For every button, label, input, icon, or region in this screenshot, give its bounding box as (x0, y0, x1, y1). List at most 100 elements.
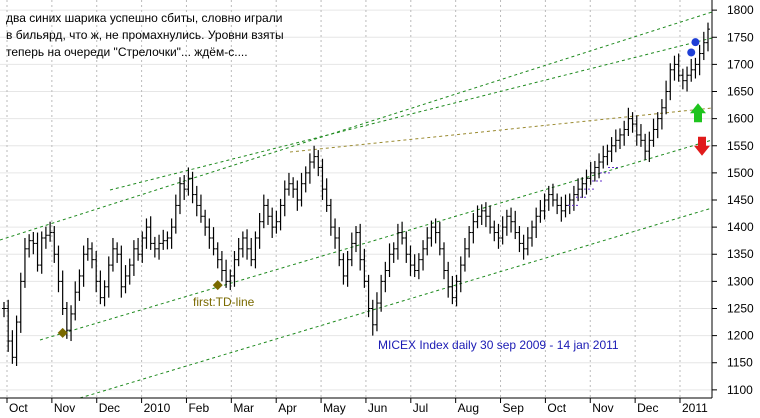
price-bar (626, 107, 631, 136)
price-bar (597, 153, 602, 179)
level-steps (568, 166, 620, 206)
price-bar (173, 194, 178, 234)
annotation-text: два синих шарика успешно сбиты, словно и… (6, 11, 284, 59)
price-bar (69, 305, 74, 342)
x-tick-label: Aug (458, 401, 479, 415)
channel-line (109, 37, 713, 191)
x-tick-label: Jul (413, 401, 428, 415)
price-bar (651, 118, 656, 147)
price-bar (534, 207, 539, 238)
chart-caption: MICEX Index daily 30 sep 2009 - 14 jan 2… (378, 338, 619, 352)
price-bar (584, 169, 589, 195)
y-tick-label: 1150 (727, 356, 753, 370)
price-bar (286, 172, 291, 196)
price-bar (324, 178, 329, 212)
x-tick-label: Sep (503, 401, 525, 415)
price-bar (249, 237, 254, 267)
x-tick-label: Dec (99, 401, 120, 415)
price-bar (542, 193, 547, 220)
price-bar (479, 204, 484, 225)
price-bar (232, 250, 237, 287)
price-bar (442, 242, 446, 280)
y-tick-label: 1300 (727, 274, 754, 288)
price-bar (475, 205, 480, 229)
price-bar (110, 237, 115, 272)
price-bar (634, 115, 639, 146)
x-tick-label: 2011 (682, 401, 708, 415)
blue-dot-marker (691, 38, 700, 47)
price-bar (630, 112, 635, 133)
price-bar (169, 218, 174, 249)
price-bar (207, 218, 212, 249)
y-tick-label: 1450 (727, 193, 754, 207)
price-bar (492, 220, 497, 242)
x-tick-label: Jun (368, 401, 387, 415)
price-bar (425, 227, 430, 256)
price-bar (48, 221, 53, 242)
price-bar (404, 231, 409, 263)
price-bar (85, 237, 90, 261)
price-bar (341, 253, 346, 285)
price-bar (580, 177, 585, 198)
channel-line (0, 11, 713, 241)
price-bar (509, 207, 514, 233)
price-bar (437, 221, 442, 256)
y-tick-label: 1550 (727, 139, 754, 153)
price-bar (228, 269, 233, 291)
price-bar (186, 167, 191, 196)
price-bar (119, 245, 124, 298)
y-tick-label: 1250 (727, 301, 754, 315)
y-tick-label: 1500 (727, 166, 754, 180)
price-bar (291, 177, 296, 198)
x-tick-label: Feb (188, 401, 209, 415)
price-bar (299, 172, 304, 207)
price-bar (412, 254, 417, 278)
channel-line (79, 207, 713, 399)
price-bar (362, 248, 367, 288)
price-bar (18, 272, 23, 333)
price-bar (680, 68, 685, 90)
price-bar (668, 63, 673, 101)
y-tick-labels: 1100 1150 1200 1250 1300 1350 1400 1450 1500 1550… (712, 3, 754, 397)
price-bar (672, 55, 677, 81)
annotation-line-2: в бильярд, что ж, не промахнулись. Уровн… (6, 28, 284, 42)
price-bar (56, 245, 61, 293)
price-bar (408, 245, 413, 276)
price-bar (433, 218, 438, 244)
price-bar (521, 234, 526, 260)
price-bar (706, 22, 710, 52)
price-bar (253, 231, 258, 269)
price-bar (106, 256, 111, 298)
price-bar (685, 66, 690, 92)
price-bar (563, 194, 568, 218)
price-bar (123, 265, 128, 294)
td-diamond-marker (212, 280, 223, 291)
price-bar (14, 315, 19, 366)
price-bar (198, 194, 203, 223)
annotation-line-1: два синих шарика успешно сбиты, словно и… (6, 11, 282, 25)
price-bar (525, 227, 530, 256)
price-bar (592, 160, 597, 182)
price-bar (354, 226, 358, 253)
price-bar (664, 80, 669, 115)
price-bar (693, 57, 698, 79)
y-tick-label: 1200 (727, 329, 754, 343)
price-bar (94, 250, 99, 293)
price-bar (576, 178, 581, 202)
price-bar (165, 231, 170, 250)
price-bar (366, 274, 371, 318)
price-bar (374, 292, 379, 332)
x-tick-label: Mar (233, 401, 254, 415)
price-bar (102, 280, 107, 307)
y-tick-label: 1650 (727, 85, 754, 99)
y-tick-label: 1350 (727, 247, 754, 261)
price-bar (567, 193, 572, 215)
price-bar (190, 171, 195, 204)
price-bar (387, 243, 392, 278)
y-tick-label: 1600 (727, 112, 754, 126)
price-bar (236, 237, 241, 267)
price-bar (446, 261, 451, 298)
price-bar (261, 194, 266, 229)
markers (57, 38, 710, 338)
